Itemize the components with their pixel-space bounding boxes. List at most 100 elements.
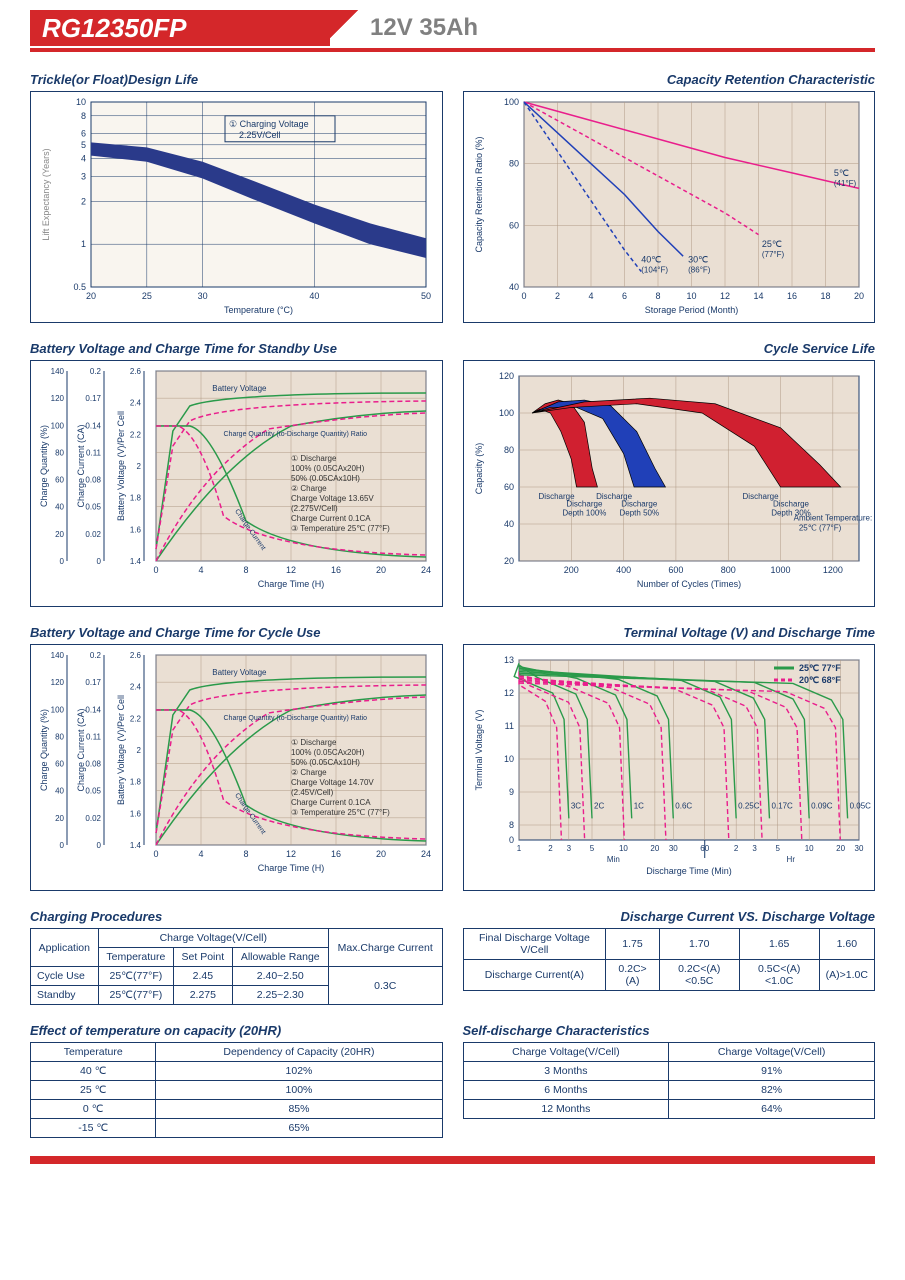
model-text: RG12350FP — [42, 13, 187, 44]
svg-text:(2.45V/Cell): (2.45V/Cell) — [291, 788, 334, 797]
svg-text:25: 25 — [142, 291, 152, 301]
svg-text:12: 12 — [503, 688, 513, 698]
svg-text:2: 2 — [81, 196, 86, 206]
svg-text:2.6: 2.6 — [130, 367, 142, 376]
th-max: Max.Charge Current — [328, 929, 442, 967]
svg-text:12: 12 — [286, 565, 296, 575]
cell: 65% — [156, 1119, 442, 1138]
model-banner: RG12350FP — [30, 10, 330, 46]
svg-text:60: 60 — [55, 760, 64, 769]
svg-text:Capacity Retention Ratio (%): Capacity Retention Ratio (%) — [474, 136, 484, 252]
svg-text:(41°F): (41°F) — [833, 179, 856, 188]
svg-text:② Charge: ② Charge — [291, 768, 327, 777]
svg-text:140: 140 — [51, 651, 65, 660]
svg-text:4: 4 — [198, 565, 203, 575]
cell: 2.40~2.50 — [232, 967, 328, 986]
svg-text:1200: 1200 — [822, 565, 842, 575]
svg-text:Charge Current 0.1CA: Charge Current 0.1CA — [291, 514, 371, 523]
svg-text:0.2: 0.2 — [90, 367, 102, 376]
svg-text:30: 30 — [668, 844, 677, 853]
chart4: 2004006008001000120020406080100120Discha… — [463, 360, 876, 607]
svg-text:13: 13 — [503, 655, 513, 665]
cell: 91% — [669, 1062, 875, 1081]
svg-text:120: 120 — [51, 678, 65, 687]
cell: 25℃(77°F) — [98, 986, 174, 1005]
chart1-title: Trickle(or Float)Design Life — [30, 72, 443, 87]
spec-text: 12V 35Ah — [370, 14, 478, 42]
chart5-title: Battery Voltage and Charge Time for Cycl… — [30, 625, 443, 640]
svg-text:Charge Voltage 13.65V: Charge Voltage 13.65V — [291, 494, 374, 503]
svg-text:100: 100 — [503, 97, 518, 107]
svg-text:Depth 100%: Depth 100% — [562, 509, 606, 518]
svg-text:20: 20 — [503, 556, 513, 566]
svg-text:20: 20 — [376, 849, 386, 859]
svg-text:2.2: 2.2 — [130, 430, 142, 439]
svg-text:Capacity (%): Capacity (%) — [474, 443, 484, 495]
svg-text:2.4: 2.4 — [130, 683, 142, 692]
svg-text:20: 20 — [836, 844, 845, 853]
svg-text:0: 0 — [153, 565, 158, 575]
svg-text:100% (0.05CAx20H): 100% (0.05CAx20H) — [291, 464, 365, 473]
svg-text:2.2: 2.2 — [130, 714, 142, 723]
self-discharge-table: Charge Voltage(V/Cell)Charge Voltage(V/C… — [463, 1042, 876, 1119]
svg-text:(77°F): (77°F) — [761, 250, 784, 259]
svg-text:5℃: 5℃ — [833, 168, 848, 178]
th: Charge Voltage(V/Cell) — [669, 1043, 875, 1062]
cell: 82% — [669, 1081, 875, 1100]
svg-text:2: 2 — [554, 291, 559, 301]
svg-text:10: 10 — [618, 844, 627, 853]
chart2: 0246810121416182040608010040℃(104°F)30℃(… — [463, 91, 876, 323]
svg-text:Charge Time (H): Charge Time (H) — [258, 863, 325, 873]
cell: 0.5C<(A)<1.0C — [739, 960, 819, 991]
svg-text:20: 20 — [650, 844, 659, 853]
svg-text:10: 10 — [804, 844, 813, 853]
svg-text:20℃ 68°F: 20℃ 68°F — [799, 675, 841, 685]
cell: -15 ℃ — [31, 1119, 156, 1138]
svg-text:40℃: 40℃ — [641, 254, 661, 264]
svg-text:Ambient Temperature:: Ambient Temperature: — [793, 513, 872, 522]
svg-text:0.6C: 0.6C — [675, 802, 692, 811]
footer-bar — [30, 1156, 875, 1164]
svg-text:Battery Voltage: Battery Voltage — [212, 668, 267, 677]
svg-text:8: 8 — [243, 849, 248, 859]
svg-text:0.05: 0.05 — [85, 787, 101, 796]
th: Final Discharge Voltage V/Cell — [463, 929, 606, 960]
svg-text:Hr: Hr — [786, 855, 795, 864]
temp-capacity-table: TemperatureDependency of Capacity (20HR)… — [30, 1042, 443, 1138]
cell: 100% — [156, 1081, 442, 1100]
svg-text:0.5: 0.5 — [73, 282, 86, 292]
svg-text:10: 10 — [686, 291, 696, 301]
cell: 25℃(77°F) — [98, 967, 174, 986]
table2-title: Discharge Current VS. Discharge Voltage — [463, 909, 876, 924]
svg-text:0.17: 0.17 — [85, 678, 101, 687]
svg-text:0.05: 0.05 — [85, 503, 101, 512]
svg-text:80: 80 — [503, 445, 513, 455]
svg-text:2: 2 — [137, 746, 142, 755]
svg-text:9: 9 — [508, 787, 513, 797]
cell: 0 ℃ — [31, 1100, 156, 1119]
svg-text:0.11: 0.11 — [86, 732, 102, 741]
svg-text:40: 40 — [55, 787, 64, 796]
svg-text:0.08: 0.08 — [85, 476, 101, 485]
cell: 1.75 — [606, 929, 659, 960]
svg-text:② Charge: ② Charge — [291, 484, 327, 493]
svg-text:60: 60 — [503, 482, 513, 492]
th: Charge Voltage(V/Cell) — [463, 1043, 669, 1062]
svg-text:30: 30 — [198, 291, 208, 301]
cell: 1.65 — [739, 929, 819, 960]
svg-text:11: 11 — [504, 721, 513, 731]
svg-text:2: 2 — [733, 844, 738, 853]
svg-text:25℃ 77°F: 25℃ 77°F — [799, 663, 841, 673]
svg-text:6: 6 — [81, 129, 86, 139]
discharge-current-table: Final Discharge Voltage V/Cell 1.75 1.70… — [463, 928, 876, 991]
svg-text:Charge Voltage 14.70V: Charge Voltage 14.70V — [291, 778, 374, 787]
svg-text:14: 14 — [753, 291, 763, 301]
svg-text:0.05C: 0.05C — [849, 802, 871, 811]
svg-text:0: 0 — [97, 557, 102, 566]
svg-text:Charge Current (CA): Charge Current (CA) — [76, 708, 86, 791]
cell: 12 Months — [463, 1100, 669, 1119]
svg-text:8: 8 — [243, 565, 248, 575]
chart6-title: Terminal Voltage (V) and Discharge Time — [463, 625, 876, 640]
svg-text:Min: Min — [606, 855, 619, 864]
cell-max: 0.3C — [328, 967, 442, 1005]
